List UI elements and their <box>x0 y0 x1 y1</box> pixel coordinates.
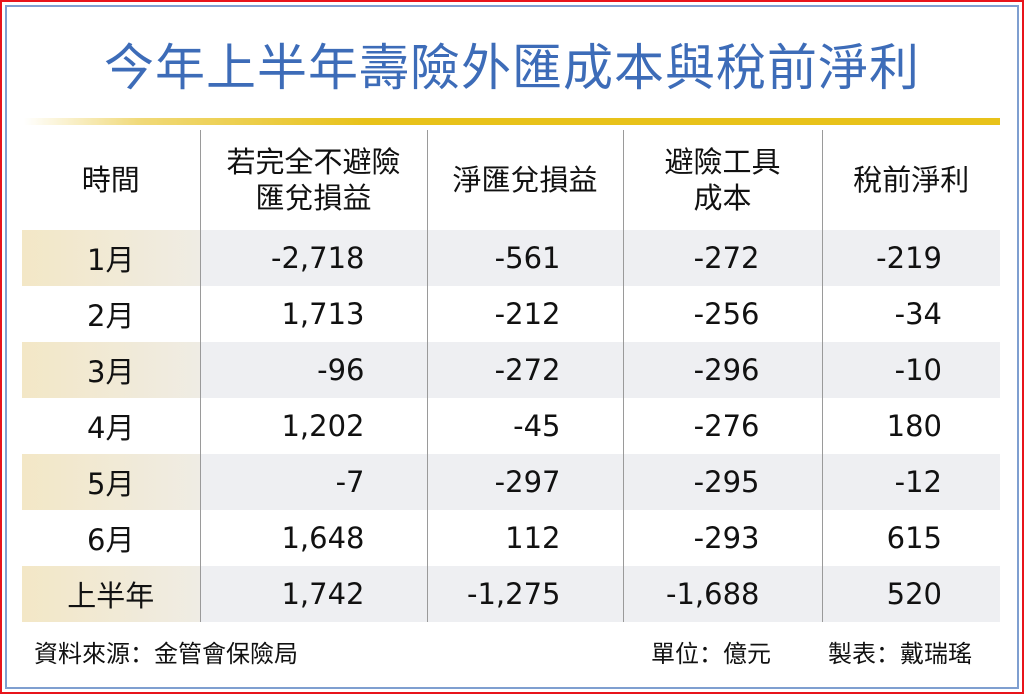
table-cell: -296 <box>622 342 822 398</box>
row-label: 3月 <box>22 342 200 398</box>
table-cell: 112 <box>426 510 623 566</box>
table-cell: -297 <box>426 454 623 510</box>
table-cell: -45 <box>426 398 623 454</box>
chart-title: 今年上半年壽險外匯成本與稅前淨利 <box>104 39 920 97</box>
column-header: 稅前淨利 <box>821 130 1000 230</box>
table-cell: -1,688 <box>622 566 822 622</box>
table-cell: -10 <box>821 342 1000 398</box>
table-cell: -561 <box>426 230 623 286</box>
table-cell: 615 <box>821 510 1000 566</box>
unit-note: 單位：億元 <box>651 640 771 668</box>
table-row: 4月 1,202 -45 -276 180 <box>22 398 1000 454</box>
table-cell: -272 <box>426 342 623 398</box>
column-header-line: 避險工具 <box>664 145 781 179</box>
table-row: 1月 -2,718 -561 -272 -219 <box>22 230 1000 286</box>
inner-border <box>5 5 1019 689</box>
table-cell: -212 <box>426 286 623 342</box>
row-label: 5月 <box>22 454 200 510</box>
row-label: 4月 <box>87 411 135 445</box>
column-header: 避險工具 成本 <box>622 130 822 230</box>
table-cell: -96 <box>199 342 427 398</box>
table-cell: -293 <box>622 510 822 566</box>
table-cell: -272 <box>622 230 822 286</box>
table-cell: -7 <box>199 454 427 510</box>
column-header-line: 成本 <box>693 181 752 215</box>
column-header: 時間 <box>22 130 200 230</box>
column-header-line: 淨匯兌損益 <box>452 163 598 197</box>
row-label: 2月 <box>87 299 135 333</box>
table-cell: 1,648 <box>199 510 427 566</box>
table-row: 上半年 1,742 -1,275 -1,688 520 <box>22 566 1000 622</box>
column-header-line: 時間 <box>81 163 140 197</box>
table-cell: -219 <box>821 230 1000 286</box>
column-header-line: 若完全不避險 <box>226 145 401 179</box>
table-cell: -1,275 <box>426 566 623 622</box>
table-cell: -2,718 <box>199 230 427 286</box>
row-label: 6月 <box>87 523 135 557</box>
author-note: 製表：戴瑞瑤 <box>828 640 972 668</box>
title-rule <box>24 118 1000 125</box>
source-note: 資料來源：金管會保險局 <box>34 640 298 668</box>
table-cell: -256 <box>622 286 822 342</box>
table-cell: -295 <box>622 454 822 510</box>
table-cell: 520 <box>821 566 1000 622</box>
table-row: 5月 -7 -297 -295 -12 <box>22 454 1000 510</box>
header-row: 時間 若完全不避險 匯兌損益 淨匯兌損益 避險工具 成本 稅前淨利 <box>22 130 1000 230</box>
table-cell: -276 <box>622 398 822 454</box>
table-cell: -12 <box>821 454 1000 510</box>
table-cell: 180 <box>821 398 1000 454</box>
column-header-line: 匯兌損益 <box>255 181 372 215</box>
column-header: 淨匯兌損益 <box>426 130 623 230</box>
table-row: 3月 -96 -272 -296 -10 <box>22 342 1000 398</box>
data-table: 時間 若完全不避險 匯兌損益 淨匯兌損益 避險工具 成本 稅前淨利 1月 -2,718 -561… <box>22 130 1000 622</box>
table-cell: 1,713 <box>199 286 427 342</box>
table-cell: 1,742 <box>199 566 427 622</box>
column-header: 若完全不避險 匯兌損益 <box>199 130 427 230</box>
row-label: 1月 <box>22 230 200 286</box>
table-cell: 1,202 <box>199 398 427 454</box>
row-label: 上半年 <box>22 566 200 622</box>
table-row: 2月 1,713 -212 -256 -34 <box>22 286 1000 342</box>
column-header-line: 稅前淨利 <box>853 163 970 197</box>
table-row: 6月 1,648 112 -293 615 <box>22 510 1000 566</box>
table-cell: -34 <box>821 286 1000 342</box>
